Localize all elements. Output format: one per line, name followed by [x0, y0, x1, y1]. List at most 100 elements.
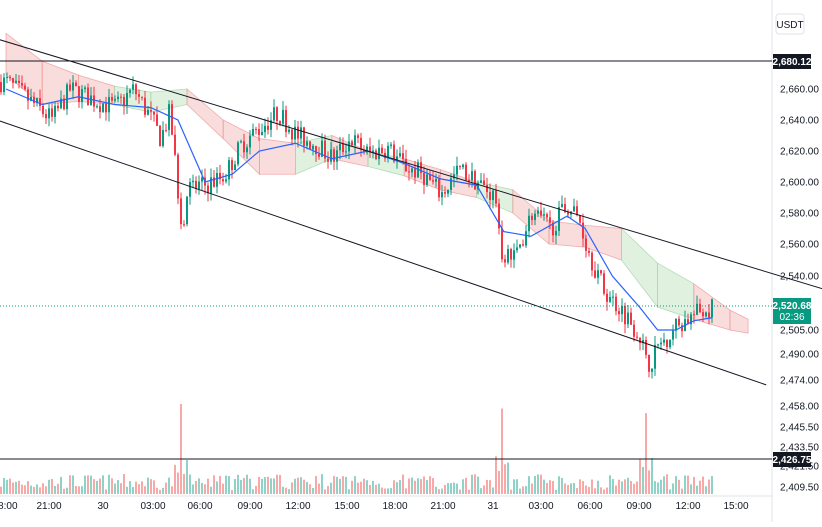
volume-bar — [78, 486, 80, 494]
volume-bar — [489, 480, 491, 494]
candle-body — [360, 137, 362, 150]
candle-body — [198, 181, 200, 189]
price-tick-label: 2,620.00 — [780, 147, 819, 158]
volume-bar — [690, 484, 692, 494]
candle-body — [525, 231, 527, 246]
volume-bar — [588, 486, 590, 494]
volume-bar — [258, 476, 260, 494]
volume-bar — [663, 476, 665, 494]
volume-bar — [69, 475, 71, 494]
volume-bar — [672, 483, 674, 494]
candle-body — [300, 127, 302, 139]
candle-body — [576, 206, 578, 216]
volume-bar — [513, 479, 515, 494]
volume-bar — [600, 487, 602, 494]
volume-bar — [612, 478, 614, 494]
volume-bar — [198, 478, 200, 494]
candle-body — [558, 207, 560, 231]
volume-bar — [279, 474, 281, 494]
volume-bar — [291, 482, 293, 494]
candle-body — [546, 214, 548, 218]
volume-bar — [225, 475, 227, 494]
candle-body — [18, 80, 20, 84]
volume-bar — [75, 486, 77, 494]
candle-body — [51, 108, 53, 117]
candle-body — [141, 96, 143, 98]
channel-lower-line[interactable] — [0, 120, 767, 386]
candle-body — [147, 110, 149, 115]
channel-upper-line[interactable] — [0, 39, 822, 310]
base-line-series — [5, 88, 713, 331]
volume-bar — [603, 489, 605, 494]
volume-bar — [390, 488, 392, 494]
volume-bar — [216, 481, 218, 494]
volume-bar — [30, 485, 32, 494]
volume-bar — [435, 486, 437, 494]
price-tick-label: 2,445.50 — [780, 423, 819, 434]
volume-bar — [585, 485, 587, 494]
candle-body — [87, 87, 89, 106]
candle-body — [12, 78, 14, 83]
volume-bar — [492, 487, 494, 494]
candle-body — [453, 174, 455, 179]
candle-body — [105, 103, 107, 113]
volume-bar — [66, 487, 68, 494]
volume-bar — [708, 479, 710, 494]
candle-body — [6, 77, 8, 79]
volume-bar — [477, 476, 479, 494]
candle-body — [96, 106, 98, 108]
candle-body — [423, 172, 425, 185]
candle-body — [240, 141, 242, 143]
volume-bar — [426, 479, 428, 494]
volume-bar — [282, 486, 284, 494]
candle-body — [132, 84, 134, 90]
candle-body — [666, 339, 668, 348]
volume-bar — [222, 483, 224, 494]
volume-bar — [153, 480, 155, 494]
candle-body — [249, 135, 251, 148]
candle-body — [543, 214, 545, 216]
volume-bar — [330, 482, 332, 494]
candle-body — [516, 247, 518, 251]
volume-bar — [522, 486, 524, 494]
volume-bar — [627, 477, 629, 494]
candle-body — [591, 252, 593, 271]
time-tick-label: 21:00 — [36, 501, 61, 512]
candle-body — [186, 196, 188, 225]
volume-bar — [468, 489, 470, 494]
candle-body — [126, 93, 128, 106]
price-tick-label: 2,640.00 — [780, 116, 819, 127]
candle-body — [426, 174, 428, 185]
volume-bar — [267, 476, 269, 494]
volume-bar — [567, 484, 569, 494]
candle-body — [351, 141, 353, 146]
candle-body — [48, 108, 50, 119]
volume-bar — [645, 413, 647, 494]
volume-bar — [549, 480, 551, 494]
volume-bar — [240, 479, 242, 494]
candle-body — [567, 212, 569, 215]
horizontal-levels[interactable] — [0, 60, 772, 460]
volume-bar — [177, 472, 179, 494]
candle-body — [357, 135, 359, 138]
price-tick-label: 2,490.00 — [780, 350, 819, 361]
volume-bar — [132, 487, 134, 494]
volume-bar — [123, 474, 125, 494]
candle-body — [387, 145, 389, 159]
volume-bar — [540, 474, 542, 494]
trend-channel[interactable] — [0, 39, 822, 386]
volume-bar — [288, 489, 290, 494]
volume-bar — [72, 475, 74, 494]
candle-body — [102, 103, 104, 112]
volume-bar — [684, 475, 686, 494]
candle-body — [162, 130, 164, 146]
candle-body — [588, 250, 590, 253]
time-axis[interactable]: 18:00 21:00 30 03:00 06:00 09:00 12:00 15:00 18:… — [0, 501, 749, 512]
currency-badge[interactable]: USDT — [775, 13, 805, 35]
candle-body — [603, 273, 605, 294]
volume-bar — [444, 484, 446, 494]
volume-bar — [537, 474, 539, 494]
